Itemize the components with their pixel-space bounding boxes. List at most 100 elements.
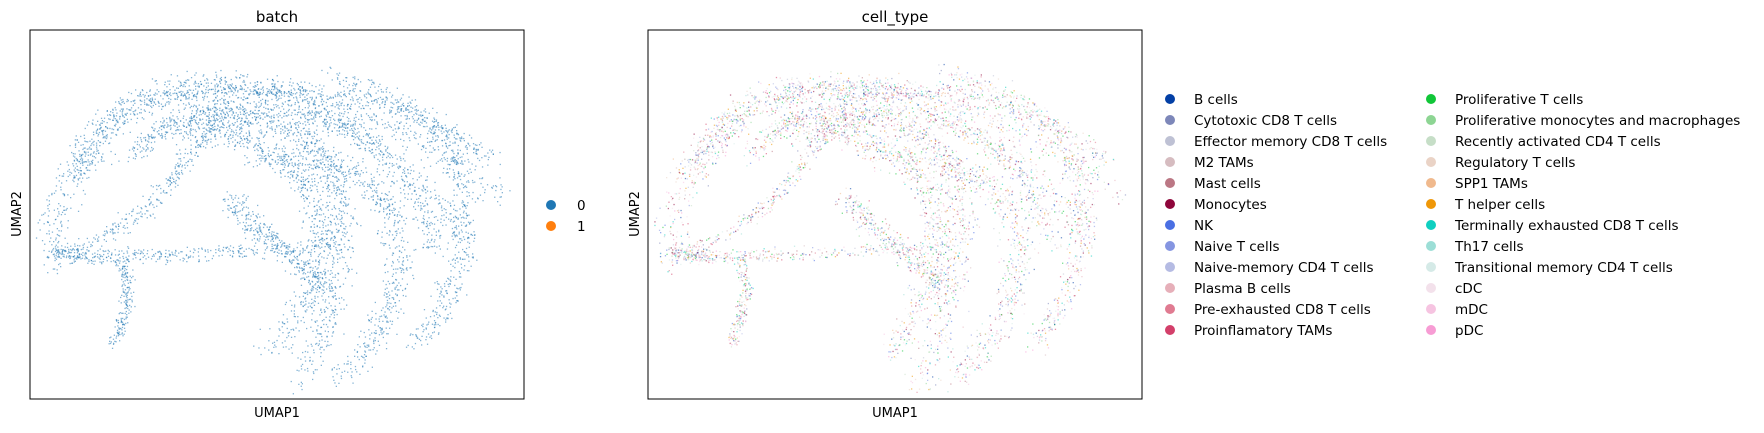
scatter-point (453, 134, 455, 136)
scatter-point (302, 89, 304, 92)
scatter-point (337, 186, 339, 188)
scatter-point (242, 135, 245, 137)
scatter-point (483, 155, 486, 157)
scatter-point (405, 217, 408, 219)
scatter-point (140, 112, 142, 114)
scatter-point (267, 104, 269, 106)
scatter-point (447, 277, 449, 279)
scatter-point (323, 239, 326, 241)
scatter-point (388, 204, 391, 206)
scatter-point (143, 155, 145, 158)
scatter-point (333, 314, 336, 316)
scatter-point (177, 87, 179, 89)
scatter-point (293, 171, 295, 173)
scatter-point (398, 127, 400, 129)
scatter-point (378, 344, 381, 346)
scatter-point (433, 245, 436, 247)
scatter-point (282, 346, 285, 348)
scatter-point (360, 126, 363, 128)
scatter-point (438, 314, 441, 316)
scatter-point (446, 136, 448, 138)
scatter-point (435, 120, 437, 122)
scatter-point (114, 232, 116, 234)
scatter-point (132, 100, 134, 102)
scatter-point (161, 137, 163, 139)
scatter-point (491, 149, 494, 151)
scatter-point (342, 268, 344, 270)
scatter-point (265, 107, 267, 110)
scatter-point (239, 129, 241, 131)
scatter-point (387, 308, 389, 310)
scatter-point (301, 100, 304, 103)
scatter-point (469, 168, 471, 170)
scatter-point (234, 88, 236, 91)
scatter-point (295, 122, 297, 124)
scatter-point (276, 339, 278, 342)
scatter-point (272, 85, 275, 87)
scatter-point (456, 210, 458, 212)
scatter-point (326, 201, 328, 204)
scatter-point (393, 282, 395, 284)
scatter-point (205, 128, 207, 130)
scatter-point (462, 248, 464, 251)
scatter-point (311, 319, 313, 321)
scatter-point (223, 112, 225, 114)
scatter-point (302, 123, 304, 125)
scatter-point (374, 332, 377, 335)
scatter-point (375, 92, 377, 94)
scatter-point (311, 363, 313, 365)
scatter-point (420, 205, 422, 207)
scatter-point (179, 133, 181, 135)
scatter-point (336, 218, 339, 220)
scatter-point (327, 113, 329, 115)
scatter-point (245, 90, 248, 92)
scatter-point (309, 360, 311, 362)
scatter-point (281, 342, 284, 344)
scatter-point (319, 84, 321, 86)
scatter-point (306, 189, 309, 192)
scatter-point (330, 305, 332, 307)
scatter-point (369, 137, 371, 139)
scatter-point (275, 106, 278, 108)
scatter-point (174, 98, 177, 100)
scatter-point (431, 210, 434, 213)
scatter-point (112, 119, 114, 121)
scatter-point (123, 120, 125, 122)
scatter-point (414, 208, 417, 210)
scatter-point (453, 174, 456, 176)
scatter-point (295, 176, 298, 179)
scatter-point (377, 230, 379, 232)
scatter-point (170, 94, 172, 97)
scatter-point (235, 129, 237, 131)
scatter-point (413, 277, 415, 280)
scatter-point (86, 169, 88, 171)
scatter-point (260, 99, 262, 102)
scatter-point (396, 180, 398, 182)
scatter-point (135, 109, 137, 111)
scatter-point (390, 106, 392, 108)
scatter-point (415, 108, 417, 111)
scatter-point (401, 216, 403, 218)
scatter-point (482, 200, 484, 202)
scatter-point (426, 117, 428, 119)
scatter-point (296, 135, 298, 137)
scatter-point (343, 124, 346, 126)
scatter-point (431, 141, 433, 143)
scatter-point (437, 135, 439, 137)
scatter-point (257, 113, 259, 115)
scatter-point (304, 146, 306, 148)
scatter-point (280, 157, 283, 159)
scatter-point (280, 172, 282, 175)
scatter-point (342, 283, 345, 285)
scatter-point (346, 134, 348, 136)
scatter-point (301, 363, 304, 366)
scatter-point (55, 177, 58, 179)
scatter-point (284, 126, 286, 128)
scatter-point (270, 108, 272, 110)
scatter-point (439, 202, 441, 204)
scatter-point (388, 291, 390, 293)
scatter-point (405, 107, 408, 109)
scatter-point (191, 117, 193, 119)
scatter-point (46, 233, 48, 235)
scatter-point (208, 122, 210, 124)
